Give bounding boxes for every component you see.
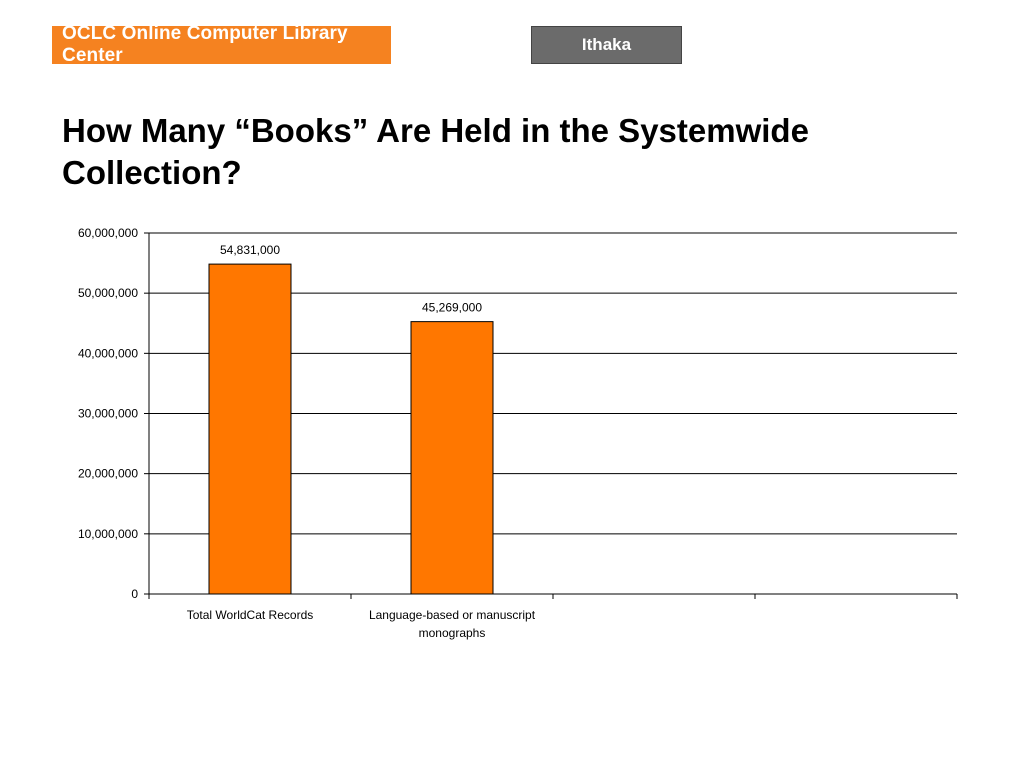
partner-badge-ithaka: Ithaka — [531, 26, 682, 64]
bar — [410, 321, 494, 595]
y-tick-label: 0 — [131, 587, 138, 601]
bar — [208, 263, 292, 595]
slide-title: How Many “Books” Are Held in the Systemw… — [62, 112, 809, 191]
x-category-label: monographs — [419, 626, 486, 640]
x-category-label: Language-based or manuscript — [369, 608, 536, 622]
y-tick-label: 20,000,000 — [78, 467, 138, 481]
data-label: 54,831,000 — [220, 243, 280, 257]
y-tick-label: 10,000,000 — [78, 527, 138, 541]
y-tick-label: 30,000,000 — [78, 407, 138, 421]
oclc-logo: OCLC Online Computer Library Center — [52, 23, 391, 66]
y-tick-label: 50,000,000 — [78, 286, 138, 300]
y-tick-label: 60,000,000 — [78, 226, 138, 240]
data-label: 45,269,000 — [422, 301, 482, 315]
y-tick-label: 40,000,000 — [78, 346, 138, 360]
x-category-label: Total WorldCat Records — [187, 608, 314, 622]
